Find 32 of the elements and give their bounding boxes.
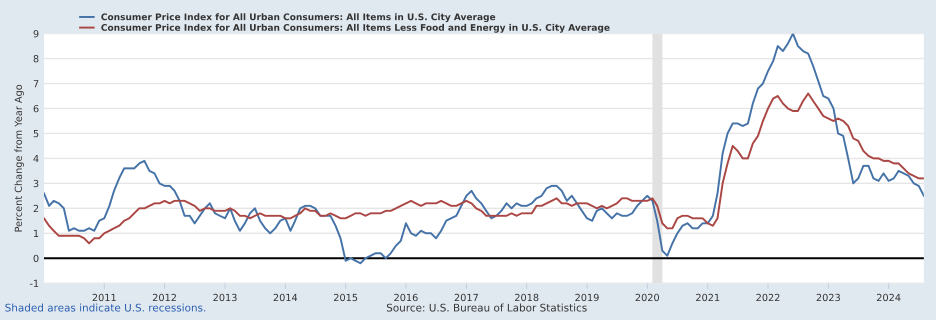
x-tick-label: 2014: [274, 294, 298, 302]
y-tick-label: 3: [34, 180, 38, 188]
y-tick-label: 8: [34, 55, 38, 62]
legend-label: Consumer Price Index for All Urban Consumers: All Items in U.S. City Average: [101, 13, 496, 22]
y-tick-label: 4: [33, 155, 39, 162]
line-series: [44, 92, 924, 244]
source-note: Source: U.S. Bureau of Labor Statistics: [386, 304, 587, 312]
x-tick-label: 2020: [636, 294, 660, 302]
x-tick-label: 2019: [575, 294, 599, 302]
y-tick-label: -1: [30, 280, 38, 287]
y-tick-label: 9: [34, 30, 38, 38]
line-series: [44, 34, 924, 264]
x-tick-label: 2011: [92, 294, 116, 302]
x-tick-label: 2018: [515, 294, 538, 302]
y-tick-label: 1: [34, 230, 38, 237]
y-tick-label: 0: [34, 254, 38, 262]
y-tick-label: 6: [34, 104, 39, 112]
x-tick-label: 2013: [213, 294, 237, 302]
x-tick-label: 2024: [876, 294, 900, 302]
y-tick-label: 5: [34, 130, 38, 138]
y-tick-label: 7: [34, 80, 38, 88]
y-axis-title: Percent Change from Year Ago: [14, 84, 24, 232]
y-tick-label: 2: [34, 204, 38, 212]
text: Shaded areas indicate U.S. recessions.: [5, 304, 206, 312]
x-tick-label: 2016: [394, 294, 418, 302]
legend-label: Consumer Price Index for All Urban Consumers: All Items Less Food and Energy in U.S. City Average: [101, 24, 610, 33]
x-tick-label: 2021: [696, 294, 720, 302]
x-tick-label: 2015: [334, 294, 358, 302]
x-tick-label: 2012: [152, 294, 176, 302]
x-tick-label: 2022: [756, 294, 780, 302]
x-tick-label: 2023: [816, 294, 840, 302]
x-tick-label: 2017: [454, 294, 478, 302]
